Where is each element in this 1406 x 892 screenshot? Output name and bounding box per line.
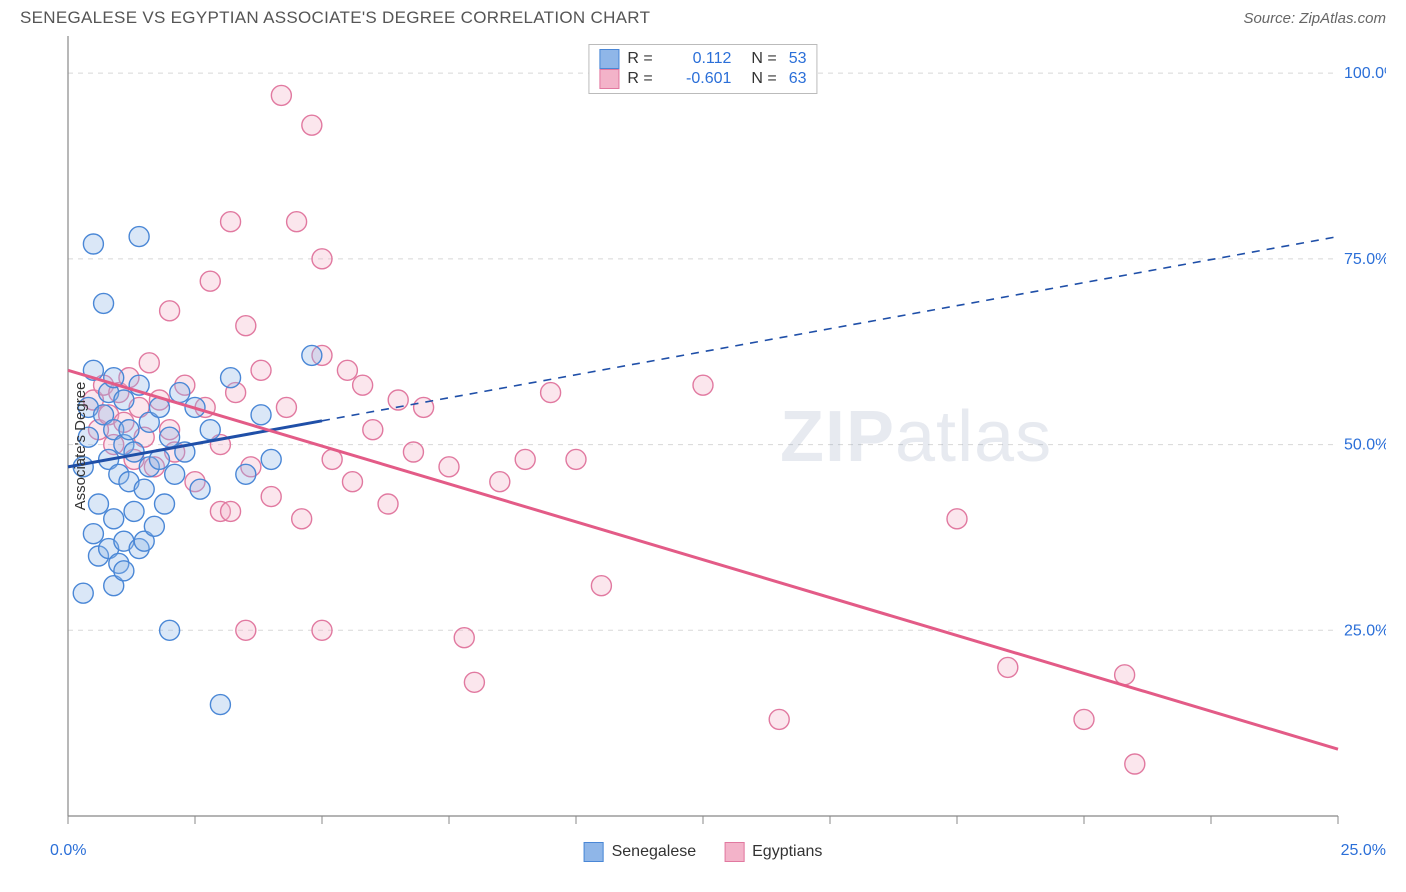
svg-text:25.0%: 25.0% [1344,622,1386,639]
legend-swatch [599,49,619,69]
legend-r-label: R = [627,70,663,88]
legend-r-label: R = [627,50,663,68]
y-axis-label: Associate's Degree [72,382,89,511]
x-axis-label-left: 0.0% [50,842,86,860]
legend-item: Senegalese [584,842,697,862]
legend-n-value: 53 [789,50,807,68]
legend-n-label: N = [751,50,776,68]
chart-container: Associate's Degree R = 0.112 N = 53 R = … [20,36,1386,856]
legend-label: Egyptians [752,843,822,861]
legend-r-value: 0.112 [671,50,731,68]
legend-stats-row: R = -0.601 N = 63 [599,69,806,89]
scatter-plot: 25.0% 50.0% 75.0% 100.0% [20,36,1386,856]
legend-r-value: -0.601 [671,70,731,88]
svg-text:50.0%: 50.0% [1344,437,1386,454]
legend-series: Senegalese Egyptians [584,842,823,862]
legend-n-value: 63 [789,70,807,88]
legend-swatch [584,842,604,862]
chart-header: SENEGALESE VS EGYPTIAN ASSOCIATE'S DEGRE… [0,0,1406,32]
legend-stats-row: R = 0.112 N = 53 [599,49,806,69]
legend-item: Egyptians [724,842,822,862]
x-axis-label-right: 25.0% [1341,842,1386,860]
legend-swatch [599,69,619,89]
svg-text:75.0%: 75.0% [1344,251,1386,268]
svg-text:100.0%: 100.0% [1344,65,1386,82]
legend-stats: R = 0.112 N = 53 R = -0.601 N = 63 [588,44,817,94]
legend-n-label: N = [751,70,776,88]
legend-label: Senegalese [612,843,697,861]
chart-source: Source: ZipAtlas.com [1243,10,1386,27]
legend-swatch [724,842,744,862]
chart-title: SENEGALESE VS EGYPTIAN ASSOCIATE'S DEGRE… [20,8,650,28]
